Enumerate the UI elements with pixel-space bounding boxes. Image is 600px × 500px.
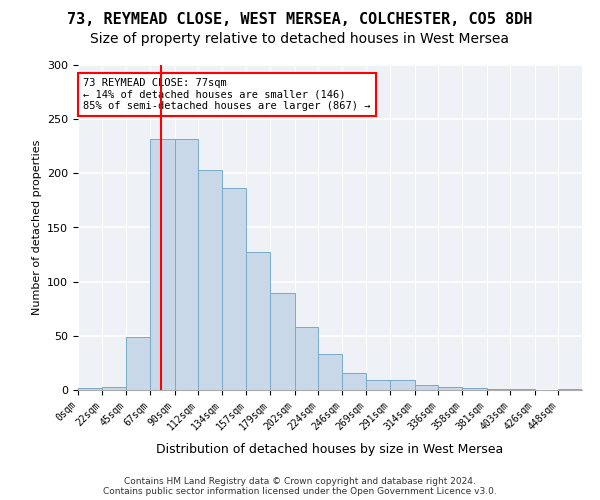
Bar [221, 188, 247, 390]
Bar [295, 327, 318, 390]
Bar [415, 384, 439, 390]
X-axis label: Distribution of detached houses by size in West Mersea: Distribution of detached houses by size … [157, 443, 503, 456]
Text: Contains HM Land Registry data © Crown copyright and database right 2024.: Contains HM Land Registry data © Crown c… [124, 477, 476, 486]
Bar [462, 388, 487, 390]
Text: Contains public sector information licensed under the Open Government Licence v3: Contains public sector information licen… [103, 487, 497, 496]
Text: 73, REYMEAD CLOSE, WEST MERSEA, COLCHESTER, CO5 8DH: 73, REYMEAD CLOSE, WEST MERSEA, COLCHEST… [67, 12, 533, 28]
Bar [367, 380, 390, 390]
Bar [101, 387, 126, 390]
Y-axis label: Number of detached properties: Number of detached properties [32, 140, 41, 315]
Bar [175, 138, 198, 390]
Bar [439, 387, 462, 390]
Bar [318, 354, 342, 390]
Bar [198, 170, 221, 390]
Text: Size of property relative to detached houses in West Mersea: Size of property relative to detached ho… [91, 32, 509, 46]
Bar [78, 388, 101, 390]
Bar [510, 389, 535, 390]
Bar [270, 292, 295, 390]
Bar [559, 389, 582, 390]
Bar [342, 372, 367, 390]
Bar [487, 389, 510, 390]
Bar [150, 138, 175, 390]
Bar [126, 337, 150, 390]
Bar [247, 252, 270, 390]
Bar [390, 380, 415, 390]
Text: 73 REYMEAD CLOSE: 77sqm
← 14% of detached houses are smaller (146)
85% of semi-d: 73 REYMEAD CLOSE: 77sqm ← 14% of detache… [83, 78, 371, 111]
